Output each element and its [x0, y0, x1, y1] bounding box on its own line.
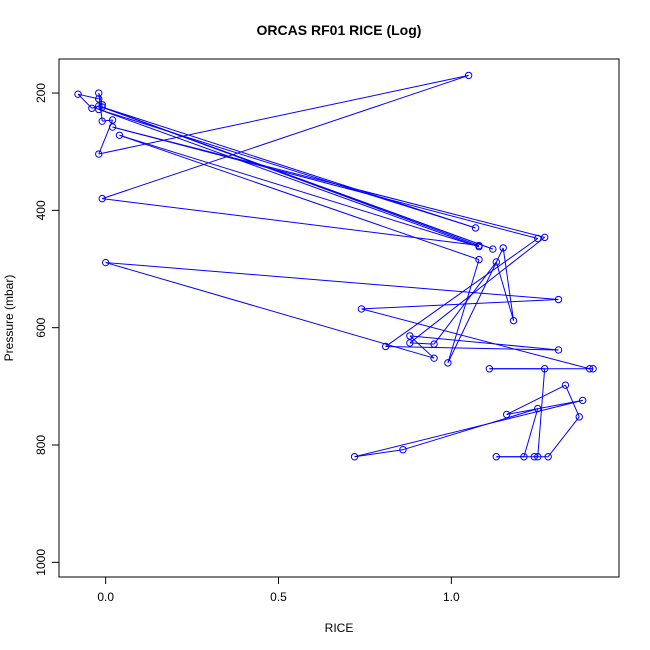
data-point — [406, 339, 414, 347]
data-point — [485, 365, 494, 373]
series-line-segment — [402, 408, 538, 451]
data-point — [520, 453, 528, 461]
series-line-segment — [409, 236, 545, 344]
y-tick-label: 1000 — [34, 549, 48, 576]
data-point — [540, 365, 549, 373]
series-line-segment — [495, 261, 515, 321]
data-point — [489, 245, 497, 253]
data-point — [579, 396, 587, 405]
data-point — [561, 381, 570, 389]
series-line-segment — [502, 247, 515, 321]
series-line-segment — [102, 198, 480, 247]
data-point — [95, 102, 103, 110]
data-point — [534, 404, 542, 413]
data-point — [399, 445, 407, 454]
x-tick-label: 0.0 — [97, 590, 114, 604]
series-line-segment — [506, 384, 566, 415]
data-point — [430, 354, 438, 362]
data-point — [502, 410, 511, 419]
data-point — [492, 453, 500, 461]
data-point — [585, 365, 594, 373]
data-point — [530, 453, 539, 461]
data-point — [589, 365, 597, 373]
series-line-segment — [506, 399, 583, 415]
data-point — [95, 95, 103, 103]
y-tick-label: 800 — [34, 435, 48, 455]
data-point — [554, 295, 563, 304]
plot-frame — [58, 58, 620, 578]
data-point — [544, 453, 552, 461]
series-line-segment — [354, 449, 404, 458]
data-point — [357, 305, 366, 313]
data-point — [74, 90, 82, 98]
data-point — [350, 453, 359, 461]
data-point — [101, 258, 110, 267]
chart-title: ORCAS RF01 RICE (Log) — [257, 22, 422, 38]
series-line-segment — [523, 408, 539, 457]
data-point — [88, 104, 96, 112]
y-tick-label: 600 — [34, 317, 48, 337]
data-point — [499, 244, 507, 252]
series-line-segment — [105, 262, 559, 301]
series-line-segment — [409, 342, 435, 345]
data-point — [534, 453, 542, 461]
data-point — [444, 359, 452, 367]
series-line-segment — [102, 119, 113, 122]
data-point — [95, 150, 103, 158]
series-line-segment — [119, 134, 480, 261]
data-point — [464, 71, 473, 80]
y-tick-label: 200 — [34, 83, 48, 103]
series-line-segment — [354, 399, 583, 458]
series-points — [74, 71, 597, 461]
series-line-segment — [361, 308, 590, 370]
data-point — [98, 117, 106, 125]
data-point — [98, 194, 106, 203]
data-point — [475, 241, 483, 250]
series-line-segment — [447, 259, 480, 364]
data-point — [540, 233, 549, 242]
data-point — [381, 342, 390, 351]
x-tick-label: 1.0 — [443, 590, 460, 604]
series-line-segment — [98, 105, 476, 229]
data-point — [471, 224, 480, 232]
y-axis-label: Pressure (mbar) — [2, 275, 16, 362]
series-line-segment — [102, 106, 480, 247]
series-line-segment — [102, 74, 469, 200]
data-point — [430, 340, 438, 348]
series-line-segment — [98, 108, 480, 248]
data-point — [492, 258, 500, 266]
series-line-segment — [564, 384, 580, 418]
data-point — [98, 101, 106, 109]
y-tick-label: 400 — [34, 200, 48, 220]
series-line-segment — [537, 368, 546, 457]
series-line-segment — [547, 416, 580, 458]
series-line-segment — [105, 262, 435, 359]
series-line-segment — [98, 74, 469, 155]
series-line-segment — [98, 92, 103, 105]
data-point — [475, 255, 483, 264]
series-line-segment — [447, 247, 504, 364]
data-point — [98, 103, 106, 111]
data-point — [509, 316, 518, 325]
x-tick-label: 0.5 — [270, 590, 287, 604]
data-point — [115, 131, 124, 139]
series-line-segment — [409, 335, 559, 351]
data-point — [108, 123, 117, 131]
series-line-segment — [433, 261, 497, 345]
data-point — [95, 89, 103, 97]
series-line-segment — [98, 119, 114, 155]
x-axis-label: RICE — [325, 621, 354, 635]
series-line-segment — [119, 134, 480, 248]
series-lines — [77, 74, 594, 458]
data-point — [554, 346, 563, 354]
data-point — [534, 234, 542, 243]
series-line-segment — [385, 238, 539, 347]
data-point — [108, 116, 117, 124]
data-point — [406, 332, 414, 340]
data-point — [575, 413, 583, 421]
series-line-segment — [385, 345, 559, 351]
